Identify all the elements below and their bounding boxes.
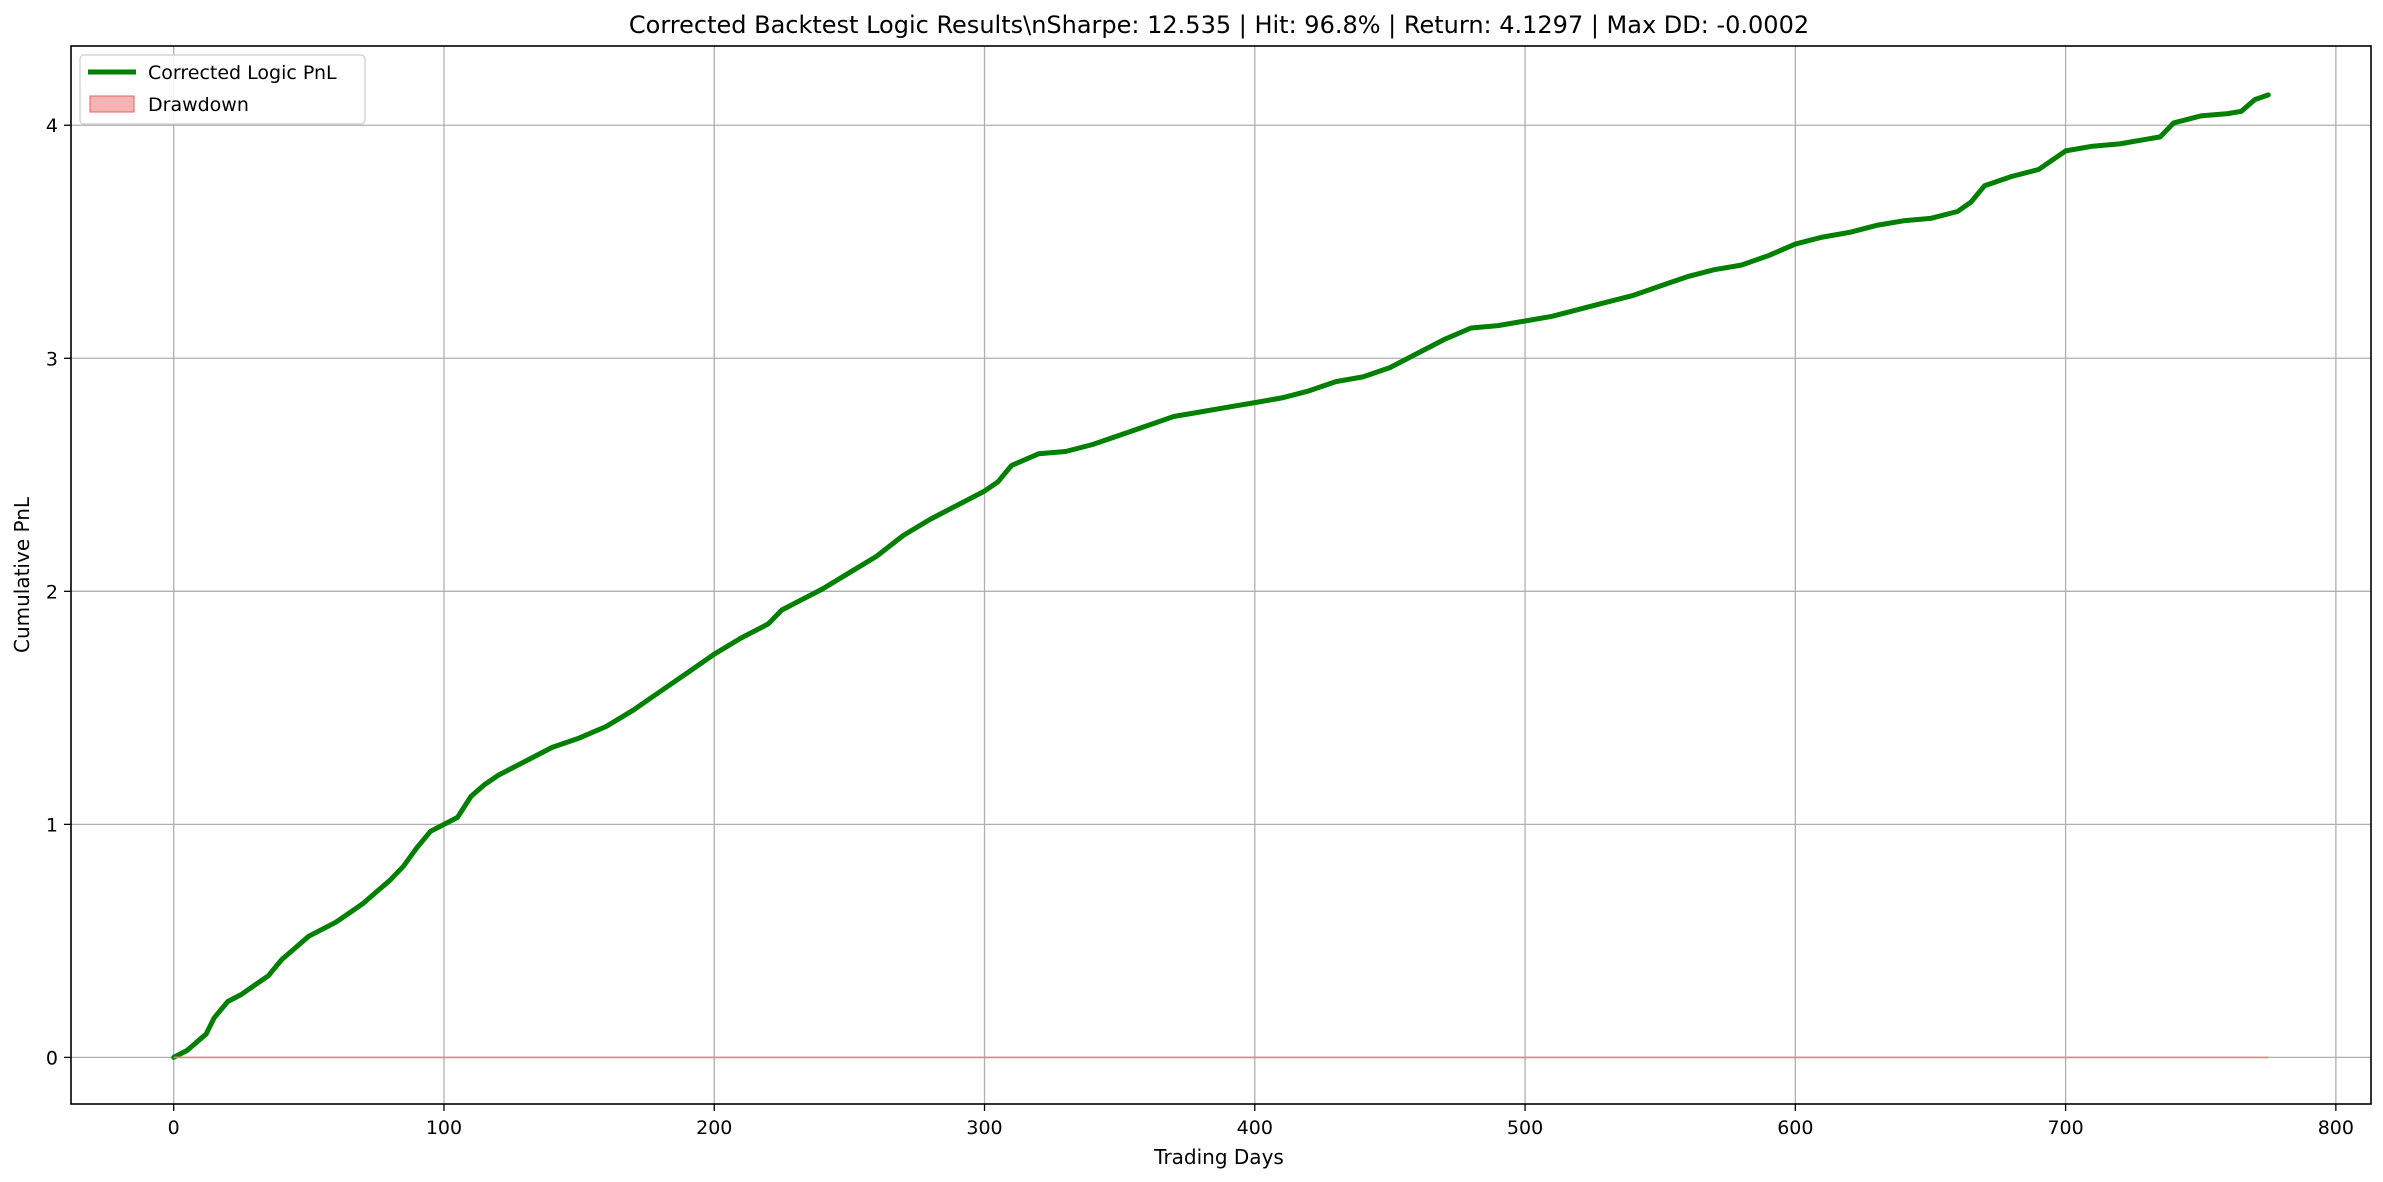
legend: Corrected Logic PnL Drawdown bbox=[79, 54, 366, 125]
legend-label-drawdown: Drawdown bbox=[148, 94, 249, 116]
y-tick-label: 2 bbox=[46, 581, 58, 603]
y-tick-label: 0 bbox=[46, 1047, 58, 1069]
x-tick-label: 200 bbox=[696, 1117, 732, 1139]
chart-title: Corrected Backtest Logic Results\nSharpe… bbox=[629, 11, 1809, 39]
x-tick-label: 300 bbox=[966, 1117, 1002, 1139]
ticks: 0 100 200 300 400 500 600 700 800 0 1 2 3 4 bbox=[46, 115, 2354, 1139]
legend-box bbox=[79, 54, 366, 125]
plot-area bbox=[171, 92, 2271, 1060]
y-tick-label: 1 bbox=[46, 814, 58, 836]
x-tick-label: 700 bbox=[2047, 1117, 2083, 1139]
x-tick-label: 800 bbox=[2318, 1117, 2354, 1139]
x-tick-label: 100 bbox=[426, 1117, 462, 1139]
x-tick-label: 400 bbox=[1237, 1117, 1273, 1139]
x-tick-label: 600 bbox=[1777, 1117, 1813, 1139]
x-axis-title: Trading Days bbox=[1153, 1145, 1284, 1169]
x-tick-label: 500 bbox=[1507, 1117, 1543, 1139]
y-tick-label: 3 bbox=[46, 348, 58, 370]
y-tick-label: 4 bbox=[46, 115, 58, 137]
series-pnl-line bbox=[171, 92, 2271, 1060]
x-tick-label: 0 bbox=[168, 1117, 180, 1139]
y-axis-title: Cumulative PnL bbox=[10, 496, 34, 653]
plot-frame bbox=[70, 45, 2372, 1105]
legend-swatch-drawdown bbox=[89, 95, 135, 113]
legend-label-pnl: Corrected Logic PnL bbox=[148, 62, 337, 84]
